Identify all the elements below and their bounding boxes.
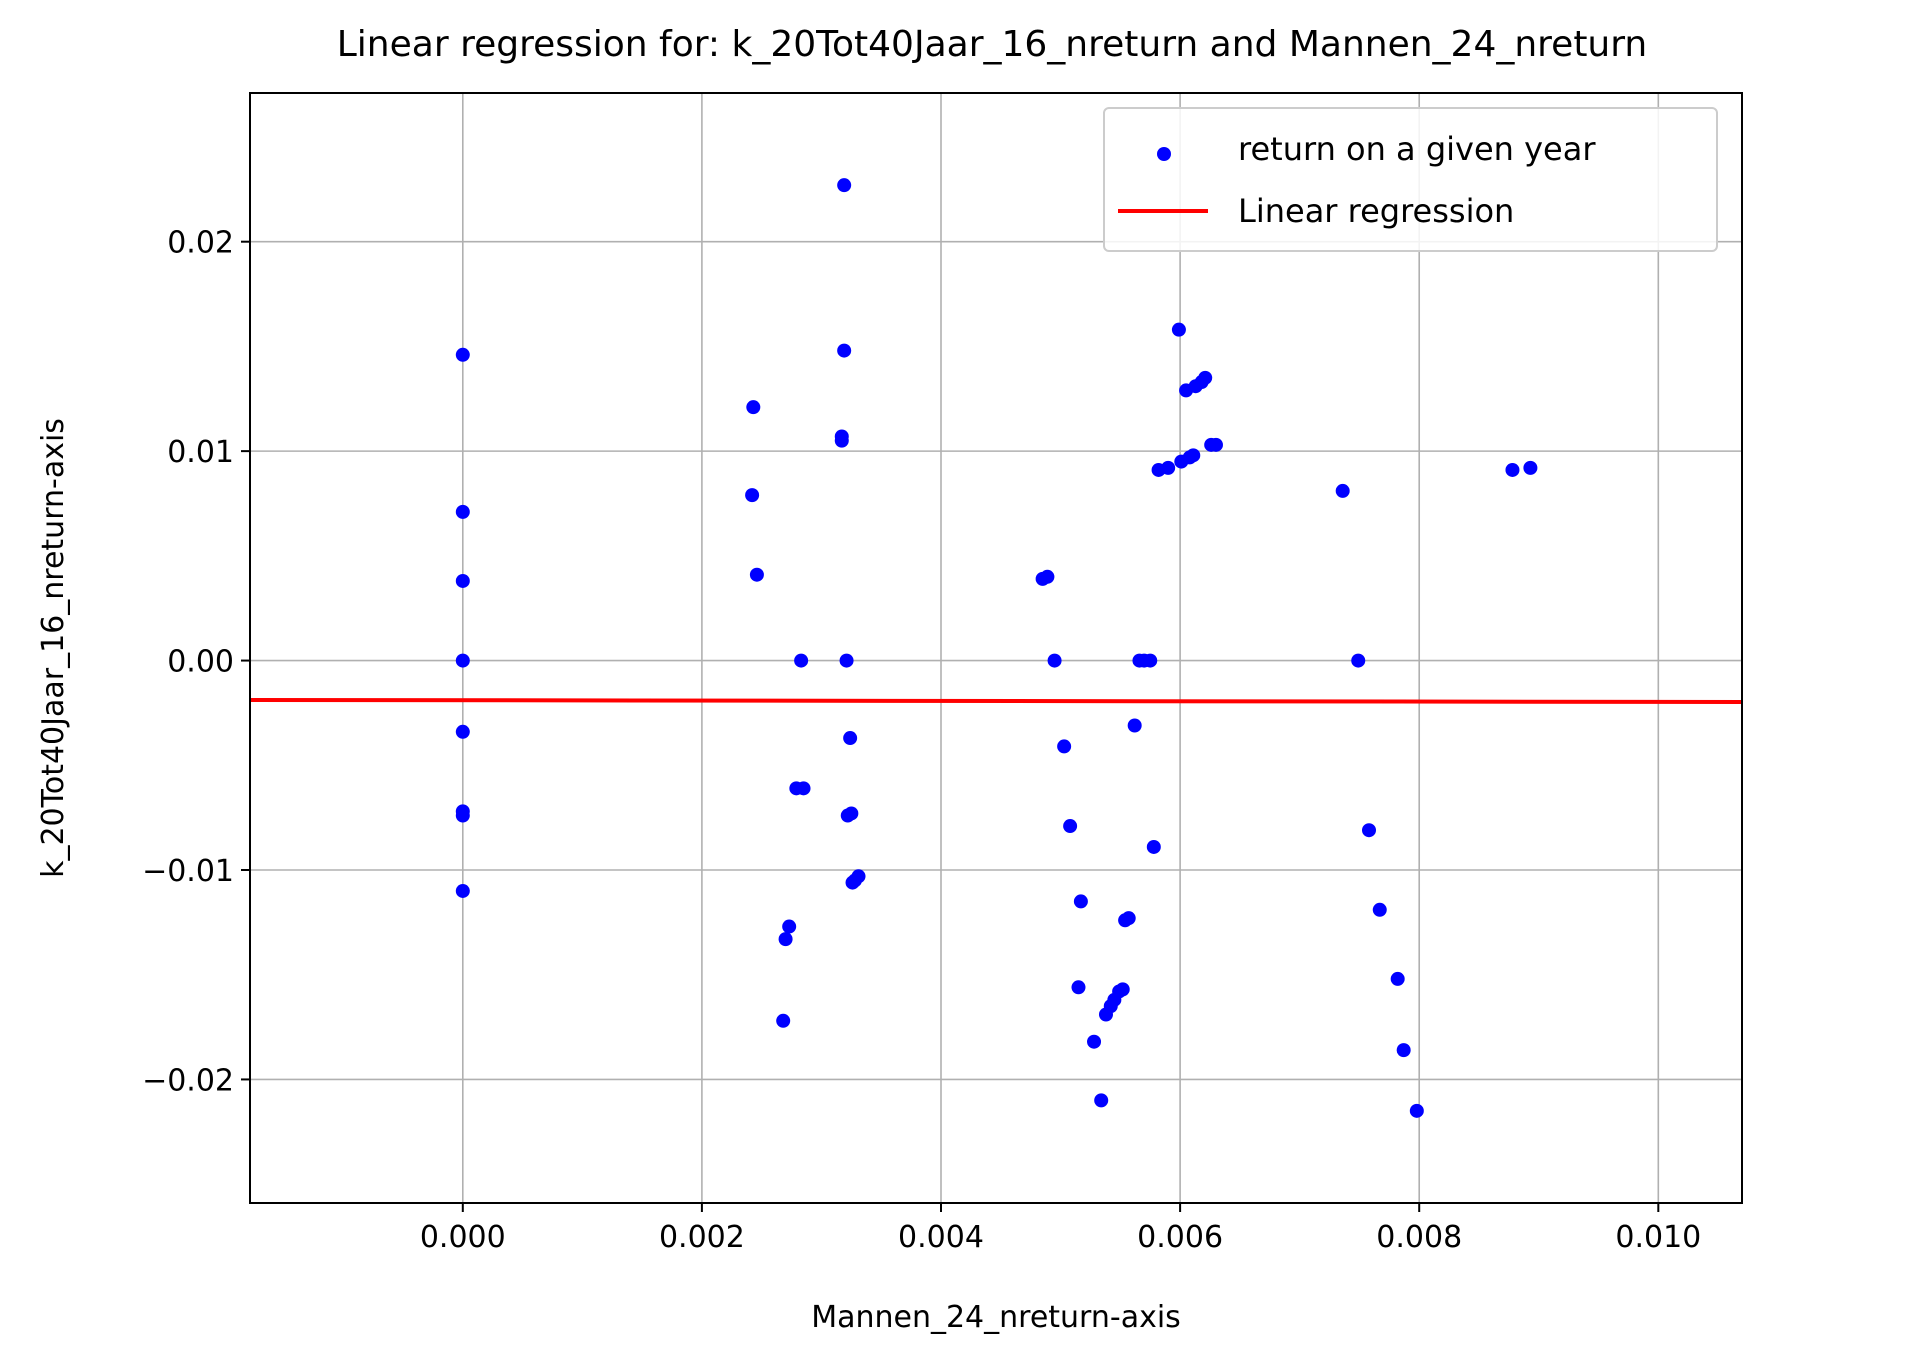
data-point [851, 869, 866, 884]
data-point [1372, 902, 1387, 917]
legend-scatter-marker [1157, 147, 1171, 161]
data-point [794, 653, 809, 668]
legend: return on a given year Linear regression [1103, 107, 1718, 252]
data-point [455, 808, 470, 823]
data-point [1362, 823, 1376, 838]
x-tick-label: 0.008 [1376, 1220, 1462, 1255]
regression-layer [249, 697, 1743, 705]
data-point [1115, 982, 1130, 997]
y-tick-label: 0.01 [167, 435, 234, 470]
data-point [843, 731, 858, 746]
data-point [745, 488, 760, 503]
chart-title: Linear regression for: k_20Tot40Jaar_16_… [337, 24, 1647, 65]
data-point [778, 932, 793, 947]
data-point [776, 1013, 791, 1028]
data-point [837, 178, 852, 193]
data-point [834, 429, 849, 444]
regression-line [249, 697, 1743, 705]
y-tick-label: −0.02 [142, 1063, 234, 1098]
data-point [1161, 460, 1176, 475]
data-point [839, 653, 854, 668]
grid-layer [250, 93, 1742, 1203]
data-point [1094, 1093, 1109, 1108]
data-points-layer [455, 178, 1538, 1118]
data-point [782, 919, 797, 934]
data-point [746, 400, 761, 415]
data-point [1047, 653, 1062, 668]
legend-label-scatter: return on a given year [1238, 130, 1596, 168]
x-axis-ticks: 0.000 0.002 0.004 0.006 0.008 0.010 [420, 1203, 1701, 1255]
data-point [455, 724, 470, 739]
data-point [1063, 819, 1078, 834]
x-axis-label: Mannen_24_nreturn-axis [811, 1300, 1181, 1335]
data-point [1143, 653, 1158, 668]
x-tick-label: 0.006 [1137, 1220, 1223, 1255]
legend-box [1103, 107, 1718, 252]
y-tick-label: 0.00 [167, 645, 234, 680]
data-point [1390, 971, 1405, 986]
y-tick-label: −0.01 [142, 854, 234, 889]
data-point [455, 653, 470, 668]
data-point [1505, 462, 1520, 477]
data-point [1198, 370, 1213, 385]
data-point [796, 781, 811, 796]
data-point [1171, 322, 1186, 337]
data-point [1351, 653, 1366, 668]
data-point [1146, 839, 1161, 854]
data-point [455, 347, 470, 362]
legend-label-regression: Linear regression [1238, 192, 1514, 230]
data-point [1040, 569, 1055, 584]
data-point [844, 806, 859, 821]
data-point [1121, 911, 1136, 926]
data-point [455, 883, 470, 898]
data-point [1409, 1103, 1424, 1118]
data-point [1523, 460, 1538, 475]
x-tick-label: 0.002 [659, 1220, 745, 1255]
data-point [1208, 437, 1223, 452]
y-axis-label: k_20Tot40Jaar_16_nreturn-axis [36, 418, 71, 878]
plot-frame [249, 92, 1743, 1204]
data-point [1073, 894, 1088, 909]
data-point [1396, 1043, 1411, 1058]
data-point [1127, 718, 1142, 733]
data-point [455, 573, 470, 588]
data-point [1335, 483, 1350, 498]
data-point [1071, 980, 1086, 995]
data-point [837, 343, 852, 358]
data-point [455, 504, 470, 519]
data-point [749, 567, 764, 582]
data-point [1057, 739, 1072, 754]
x-tick-label: 0.010 [1615, 1220, 1701, 1255]
data-point [1186, 448, 1201, 463]
y-axis-ticks: 0.02 0.01 0.00 −0.01 −0.02 [142, 226, 250, 1098]
x-tick-label: 0.004 [898, 1220, 984, 1255]
y-tick-label: 0.02 [167, 226, 234, 261]
data-point [1087, 1034, 1102, 1049]
x-tick-label: 0.000 [420, 1220, 506, 1255]
